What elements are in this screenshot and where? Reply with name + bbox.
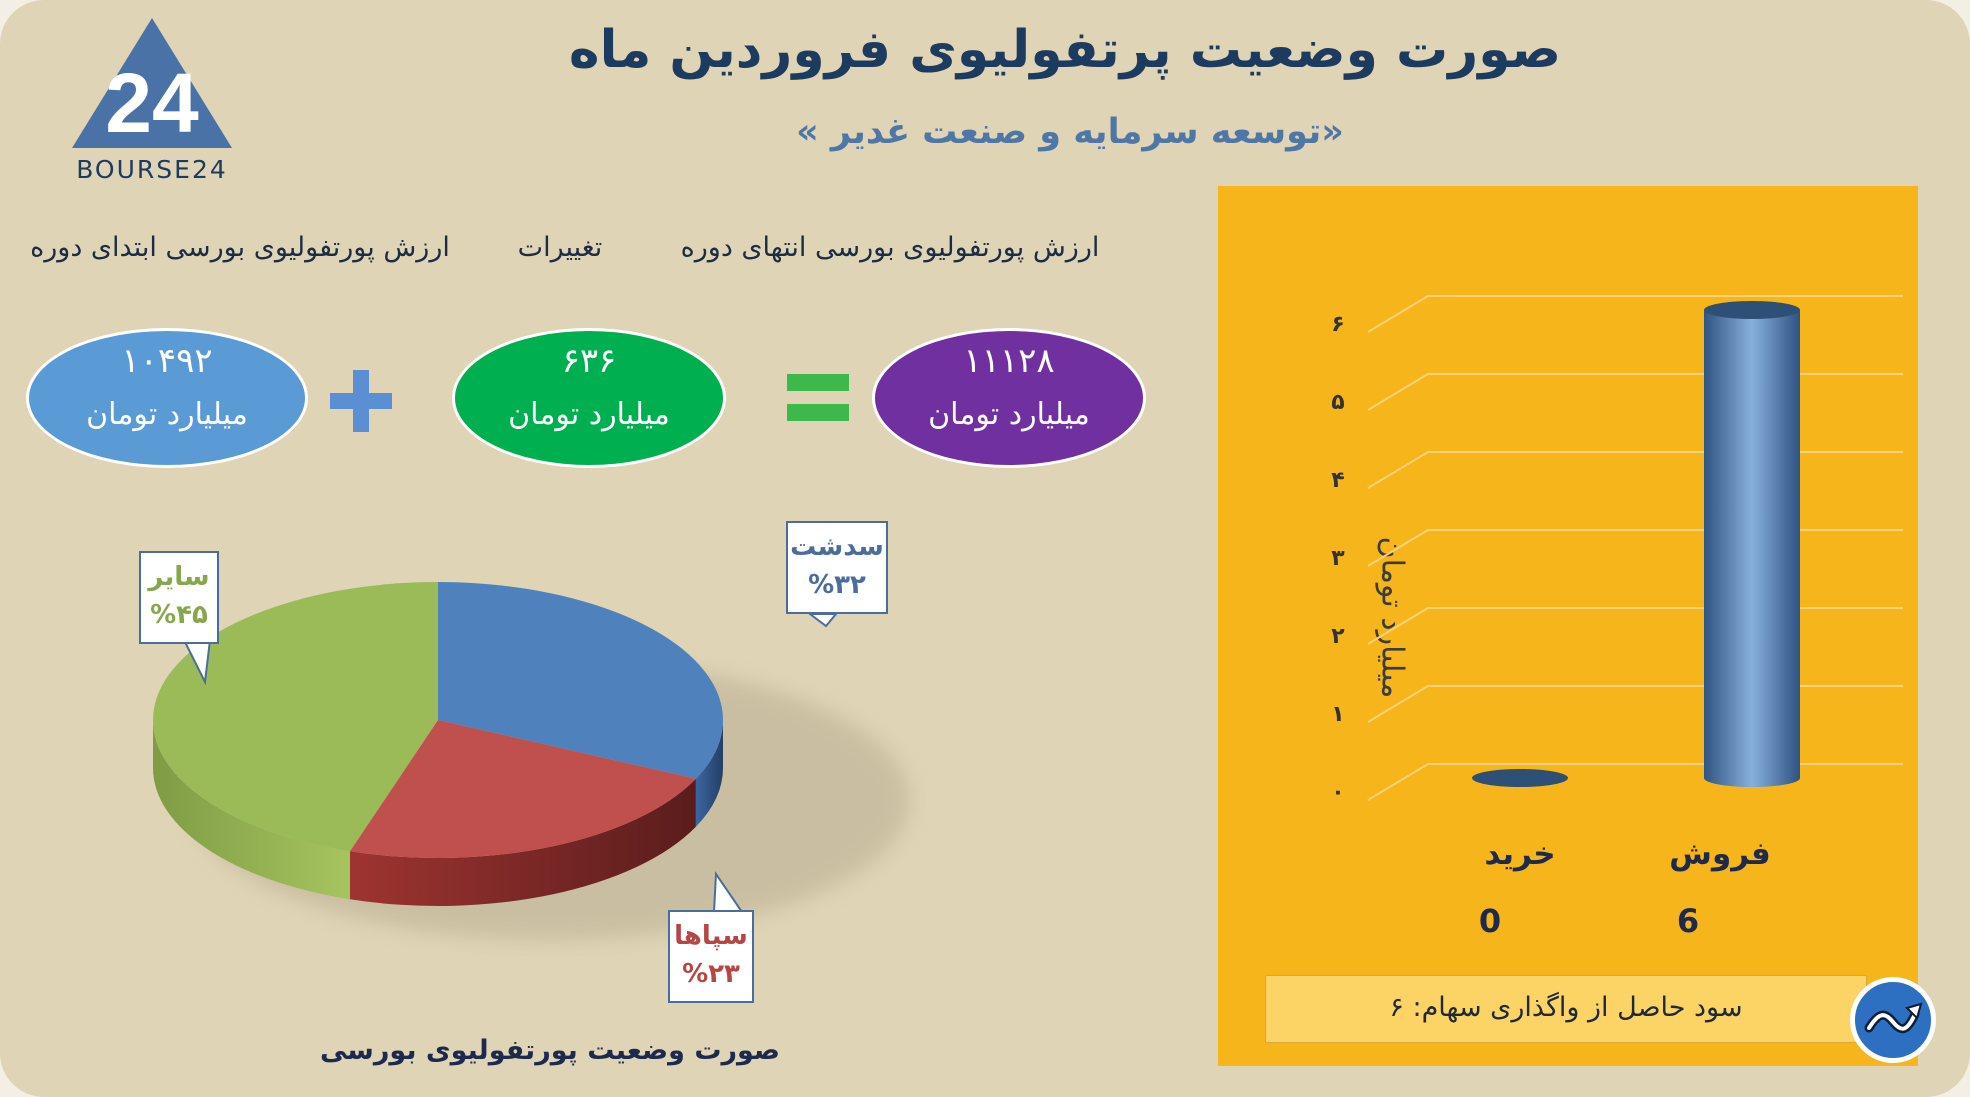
bar-gridline-3 bbox=[1367, 529, 1903, 567]
pie-label-sadasht-pct: %۳۲ bbox=[808, 570, 866, 600]
bar-gridline-5 bbox=[1367, 373, 1903, 411]
page-subtitle: «توسعه سرمایه و صنعت غدیر » bbox=[796, 112, 1344, 152]
bar-y-tick-0: ۰ bbox=[1331, 780, 1345, 805]
trade-panel bbox=[1218, 186, 1918, 1066]
bar-cylinder-0 bbox=[1704, 310, 1800, 787]
bar-gridline-0 bbox=[1367, 763, 1903, 801]
bar-y-tick-4: ۴ bbox=[1331, 468, 1345, 493]
end-value: ۱۱۱۲۸ bbox=[963, 341, 1055, 381]
trade-bar-chart bbox=[1367, 295, 1903, 801]
bar-value-buy: 0 bbox=[1478, 902, 1502, 940]
end-value-unit: میلیارد تومان bbox=[928, 397, 1090, 432]
bar-y-tick-6: ۶ bbox=[1331, 312, 1345, 337]
start-value: ۱۰۴۹۲ bbox=[121, 341, 213, 381]
pie-label-sepaha-name: سپاها bbox=[674, 921, 748, 951]
change-value-bubble: ۶۳۶ میلیارد تومان bbox=[452, 328, 726, 468]
page-title: صورت وضعیت پرتفولیوی فروردین ماه bbox=[568, 20, 1562, 80]
pie-label-sayer-name: سایر bbox=[148, 562, 210, 592]
bar-value-sell: 6 bbox=[1676, 902, 1700, 940]
change-value-unit: میلیارد تومان bbox=[508, 397, 670, 432]
change-header: تغییرات bbox=[517, 232, 603, 263]
bar-y-tick-2: ۲ bbox=[1331, 624, 1345, 649]
logo-text: BOURSE24 bbox=[76, 155, 228, 184]
portfolio-pie-chart bbox=[153, 582, 910, 940]
bar-gridline-1 bbox=[1367, 685, 1903, 723]
pie-caption: صورت وضعیت پورتفولیوی بورسی bbox=[319, 1035, 781, 1066]
pie-label-sayer: سایر %۴۵ bbox=[139, 551, 219, 644]
start-value-header: ارزش پورتفولیوی بورسی ابتدای دوره bbox=[30, 232, 450, 263]
bar-gridline-6 bbox=[1367, 295, 1903, 333]
pie-slice-0 bbox=[438, 582, 724, 779]
bar-cap-0 bbox=[1704, 301, 1800, 319]
bar-gridline-2 bbox=[1367, 607, 1903, 645]
bar-category-sell: فروش bbox=[1669, 836, 1771, 872]
pie-side-1 bbox=[349, 778, 696, 906]
bar-y-tick-1: ۱ bbox=[1331, 702, 1345, 727]
pie-label-sepaha: سپاها %۲۳ bbox=[668, 910, 754, 1003]
bar-cap-1 bbox=[1472, 769, 1568, 787]
pie-side-2 bbox=[153, 720, 350, 900]
bar-y-tick-3: ۳ bbox=[1331, 546, 1345, 571]
end-value-bubble: ۱۱۱۲۸ میلیارد تومان bbox=[872, 328, 1146, 468]
end-value-header: ارزش پورتفولیوی بورسی انتهای دوره bbox=[680, 232, 1100, 263]
bourse24-logo: 24 BOURSE24 bbox=[72, 18, 232, 184]
pie-label-sadasht-name: سدشت bbox=[790, 532, 884, 562]
start-value-unit: میلیارد تومان bbox=[86, 397, 248, 432]
pie-slice-2 bbox=[153, 582, 438, 852]
bar-category-buy: خرید bbox=[1484, 836, 1556, 872]
start-value-bubble: ۱۰۴۹۲ میلیارد تومان bbox=[26, 328, 308, 468]
change-value: ۶۳۶ bbox=[561, 341, 617, 381]
bar-gridline-4 bbox=[1367, 451, 1903, 489]
pie-label-sayer-pct: %۴۵ bbox=[150, 600, 208, 630]
bar-y-tick-5: ۵ bbox=[1331, 390, 1345, 415]
logo-mark: 24 bbox=[105, 56, 199, 150]
pie-label-sepaha-pct: %۲۳ bbox=[682, 959, 740, 989]
pie-slice-1 bbox=[349, 720, 696, 858]
trend-badge-icon bbox=[1850, 977, 1936, 1063]
pie-label-sadasht: سدشت %۳۲ bbox=[786, 521, 888, 614]
profit-summary: سود حاصل از واگذاری سهام: ۶ bbox=[1265, 975, 1867, 1043]
pie-side-0 bbox=[695, 720, 723, 827]
